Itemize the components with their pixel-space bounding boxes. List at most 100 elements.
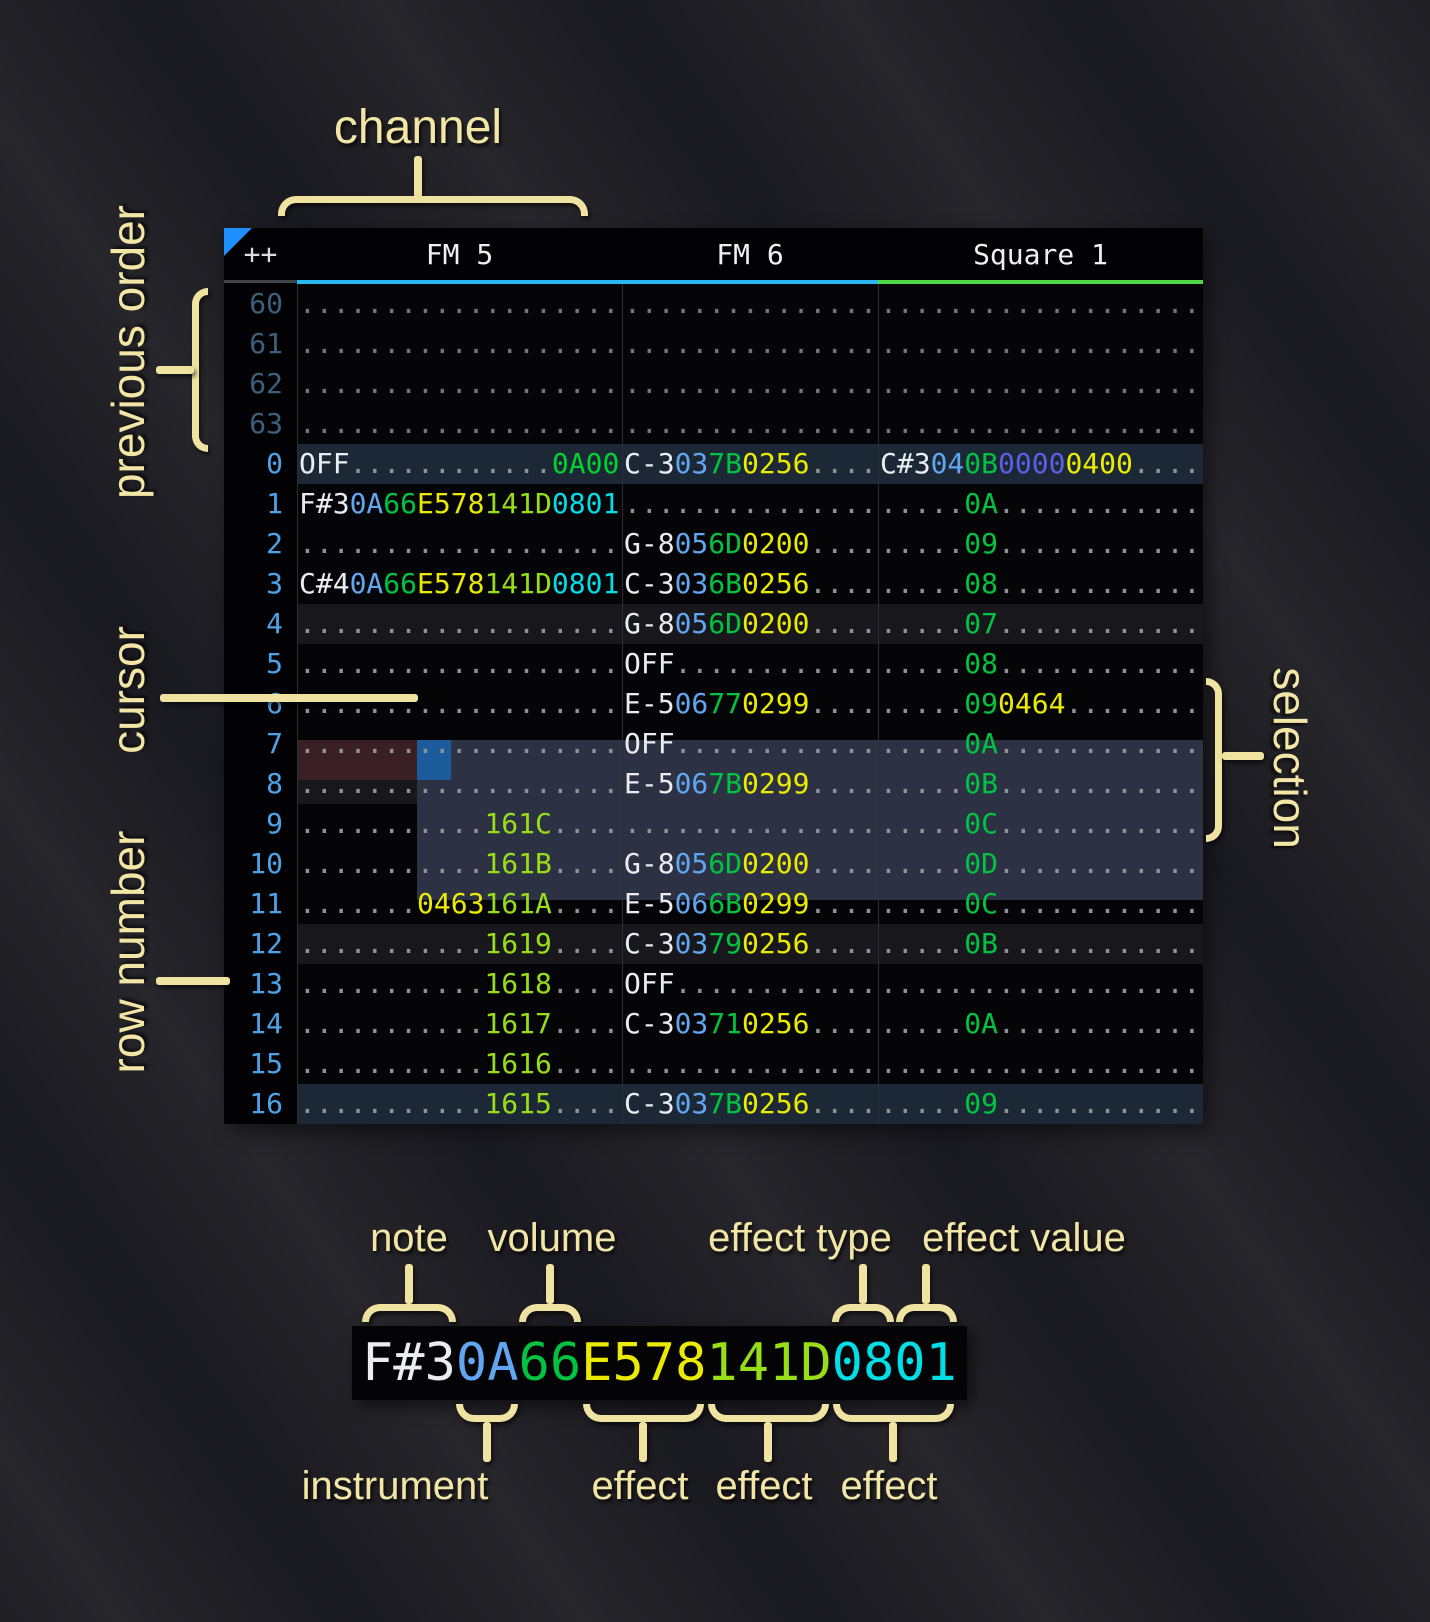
- pattern-cell[interactable]: ...........1619....: [299, 927, 620, 960]
- pattern-row[interactable]: 11 .......0463161A.... E-5066B0299........…: [224, 884, 1203, 924]
- pattern-row[interactable]: 2................... G-8056D0200.........…: [224, 524, 1203, 564]
- pattern-row[interactable]: 3 C#40A66E578141D0801 C-3036B0256.........…: [224, 564, 1203, 604]
- pattern-cell[interactable]: ...................: [299, 687, 620, 720]
- pattern-cell[interactable]: ...................: [299, 527, 620, 560]
- pattern-cell[interactable]: E-5067B0299....: [624, 767, 877, 800]
- pattern-row[interactable]: 8................... E-5067B0299.........…: [224, 764, 1203, 804]
- pattern-cell[interactable]: ...................: [299, 287, 620, 320]
- pattern-cell[interactable]: ...................: [299, 647, 620, 680]
- pattern-row[interactable]: 15 ...........1616.......................…: [224, 1044, 1203, 1084]
- pattern-cell[interactable]: C-303710256....: [624, 1007, 877, 1040]
- column-divider: [878, 284, 879, 1124]
- pattern-cell[interactable]: C#40A66E578141D0801: [299, 567, 620, 600]
- pattern-cell[interactable]: ...............: [624, 407, 877, 440]
- pattern-row[interactable]: 16 ...........1615.... C-3037B0256........…: [224, 1084, 1203, 1124]
- pattern-cell[interactable]: ...............: [624, 287, 877, 320]
- pattern-cell[interactable]: ...................: [880, 407, 1201, 440]
- pattern-cell-sample: F#30A66E578141D0801: [352, 1326, 967, 1400]
- pattern-cell[interactable]: OFF............: [624, 727, 877, 760]
- pattern-cell[interactable]: ...................: [299, 727, 620, 760]
- pattern-cell[interactable]: F#30A66E578141D0801: [299, 487, 620, 520]
- pattern-cell[interactable]: C-303790256....: [624, 927, 877, 960]
- corner-label: ++: [243, 237, 278, 271]
- pattern-cell[interactable]: ...................: [299, 767, 620, 800]
- channel-header[interactable]: FM 6: [716, 237, 784, 271]
- pattern-cell[interactable]: .....0D............: [880, 847, 1201, 880]
- pattern-row[interactable]: 63......................................…: [224, 404, 1203, 444]
- pattern-cell[interactable]: ...........1617....: [299, 1007, 620, 1040]
- pattern-cell[interactable]: ...............: [624, 1047, 877, 1080]
- pattern-cell[interactable]: OFF............: [624, 967, 877, 1000]
- pattern-cell[interactable]: ...................: [880, 1047, 1201, 1080]
- pattern-cell[interactable]: C-3037B0256....: [624, 1087, 877, 1120]
- channel-header[interactable]: FM 5: [425, 237, 494, 271]
- pattern-cell[interactable]: .....0C............: [880, 807, 1201, 840]
- pattern-cell[interactable]: ...................: [299, 327, 620, 360]
- pattern-row[interactable]: 14 ...........1617.... C-303710256........…: [224, 1004, 1203, 1044]
- pattern-cell[interactable]: .....09............: [880, 1087, 1201, 1120]
- pattern-cell[interactable]: ...............: [624, 327, 877, 360]
- pattern-row[interactable]: 1 F#30A66E578141D0801....................…: [224, 484, 1203, 524]
- pattern-cell[interactable]: .......0463161A....: [299, 887, 620, 920]
- pattern-cell[interactable]: ...........161B....: [299, 847, 620, 880]
- pattern-corner-cell[interactable]: ++: [224, 228, 297, 283]
- pattern-row[interactable]: 60......................................…: [224, 284, 1203, 324]
- pattern-row[interactable]: 13 ...........1618.... OFF................…: [224, 964, 1203, 1004]
- pattern-row[interactable]: 6................... E-506770299.........…: [224, 684, 1203, 724]
- pattern-cell[interactable]: E-506770299....: [624, 687, 877, 720]
- pattern-cell[interactable]: .....09............: [880, 527, 1201, 560]
- pattern-row[interactable]: 0 OFF............0A00 C-3037B0256.... C#304…: [224, 444, 1203, 484]
- pattern-cell[interactable]: .....0B............: [880, 927, 1201, 960]
- pattern-cell[interactable]: .....0B............: [880, 767, 1201, 800]
- pattern-cell[interactable]: .....0C............: [880, 887, 1201, 920]
- selection-overlay[interactable]: [417, 740, 1203, 900]
- row-number: 1: [224, 484, 297, 524]
- pattern-body[interactable]: 60......................................…: [224, 284, 1203, 1124]
- pattern-cell[interactable]: ...................: [880, 327, 1201, 360]
- pattern-cell[interactable]: ...........1616....: [299, 1047, 620, 1080]
- pattern-cell[interactable]: .....08............: [880, 647, 1201, 680]
- row-number-annotation-line: [156, 977, 230, 985]
- pattern-cell[interactable]: ...........1615....: [299, 1087, 620, 1120]
- pattern-cell[interactable]: .....090464........: [880, 687, 1201, 720]
- pattern-row[interactable]: 4................... G-8056D0200.........…: [224, 604, 1203, 644]
- pattern-cell[interactable]: .....0A............: [880, 487, 1201, 520]
- pattern-cell[interactable]: ...............: [624, 367, 877, 400]
- pattern-cell[interactable]: .....07............: [880, 607, 1201, 640]
- pattern-cell[interactable]: ...................: [299, 407, 620, 440]
- pattern-cell[interactable]: ...........161C....: [299, 807, 620, 840]
- pattern-cell[interactable]: ...................: [299, 607, 620, 640]
- pattern-row[interactable]: 61......................................…: [224, 324, 1203, 364]
- pattern-cell[interactable]: OFF............0A00: [299, 447, 620, 480]
- pattern-cell[interactable]: .....0A............: [880, 1007, 1201, 1040]
- channel-header[interactable]: Square 1: [973, 237, 1108, 271]
- pattern-cell[interactable]: ...........1618....: [299, 967, 620, 1000]
- pattern-cell[interactable]: OFF............: [624, 647, 877, 680]
- pattern-cell[interactable]: ...................: [299, 367, 620, 400]
- pattern-cell[interactable]: G-8056D0200....: [624, 847, 877, 880]
- pattern-cell[interactable]: ...............: [624, 487, 877, 520]
- pattern-cell[interactable]: C-3037B0256....: [624, 447, 877, 480]
- pattern-editor[interactable]: ++ FM 5 FM 6 Square 1 60..................…: [224, 228, 1203, 1124]
- pattern-row[interactable]: 12 ...........1619.... C-303790256........…: [224, 924, 1203, 964]
- effect3-annotation-bracket: [833, 1404, 954, 1422]
- pattern-row[interactable]: 9 ...........161C........................…: [224, 804, 1203, 844]
- pattern-row[interactable]: 62......................................…: [224, 364, 1203, 404]
- pattern-cell[interactable]: .....08............: [880, 567, 1201, 600]
- cursor-cell[interactable]: [417, 740, 451, 780]
- pattern-cell[interactable]: ...................: [880, 287, 1201, 320]
- pattern-cell[interactable]: ...............: [624, 807, 877, 840]
- pattern-cell[interactable]: G-8056D0200....: [624, 527, 877, 560]
- pattern-cell[interactable]: C#3040B00000400....: [880, 447, 1201, 480]
- pattern-cell[interactable]: ...................: [880, 967, 1201, 1000]
- pattern-cell[interactable]: C-3036B0256....: [624, 567, 877, 600]
- effect-type-annotation-stem: [859, 1264, 867, 1304]
- pattern-row[interactable]: 10 ...........161B.... G-8056D0200........…: [224, 844, 1203, 884]
- pattern-row[interactable]: 7................... OFF.................…: [224, 724, 1203, 764]
- pattern-cell[interactable]: ...................: [880, 367, 1201, 400]
- pattern-row[interactable]: 5................... OFF.................…: [224, 644, 1203, 684]
- pattern-cell[interactable]: .....0A............: [880, 727, 1201, 760]
- pattern-cell[interactable]: G-8056D0200....: [624, 607, 877, 640]
- pattern-cell[interactable]: E-5066B0299....: [624, 887, 877, 920]
